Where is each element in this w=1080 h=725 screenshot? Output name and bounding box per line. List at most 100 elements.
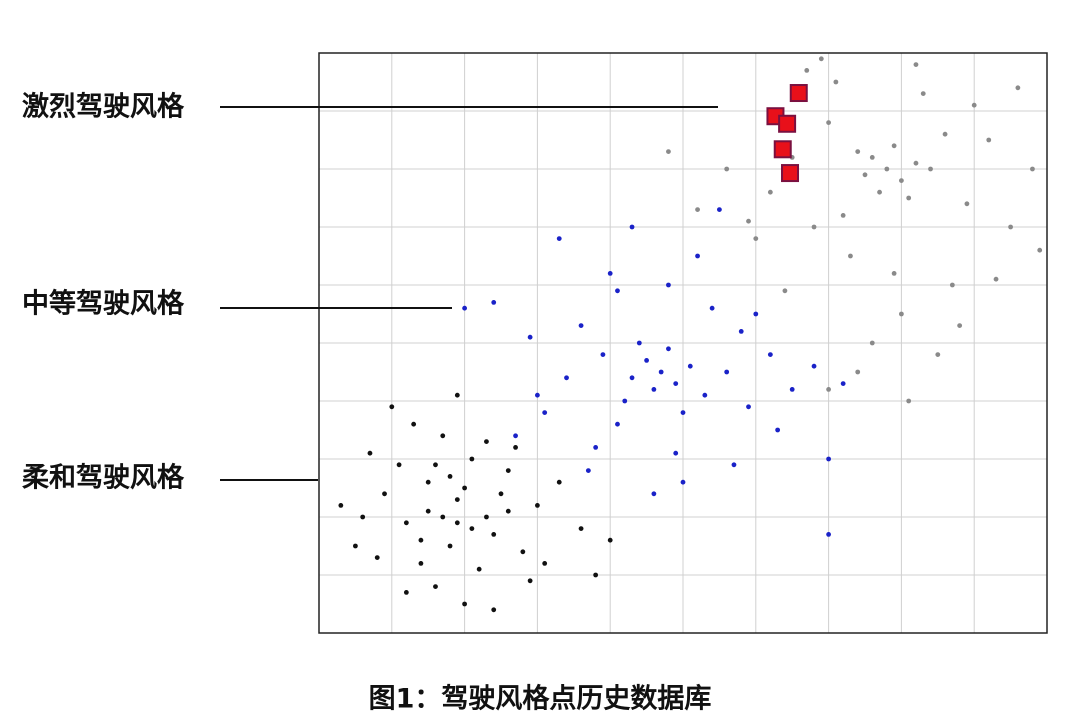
point	[884, 166, 890, 172]
point	[520, 549, 526, 555]
point	[673, 450, 679, 456]
square-marker	[781, 164, 800, 183]
square-marker	[789, 84, 808, 103]
point	[433, 462, 438, 468]
point	[527, 578, 533, 584]
point	[855, 369, 861, 375]
point	[811, 363, 817, 369]
point	[1037, 247, 1043, 253]
point	[855, 149, 861, 155]
point	[498, 491, 504, 497]
point	[484, 514, 489, 520]
point	[789, 387, 795, 392]
point	[403, 590, 409, 595]
point	[644, 358, 649, 363]
point	[869, 340, 875, 346]
point	[891, 271, 897, 276]
point	[746, 218, 751, 224]
point	[957, 323, 963, 328]
point	[840, 381, 846, 386]
point	[411, 421, 417, 427]
point	[731, 462, 737, 468]
point	[687, 363, 693, 369]
point	[709, 305, 715, 311]
point	[585, 468, 591, 473]
point	[848, 253, 853, 259]
point	[367, 450, 373, 456]
point	[622, 398, 628, 404]
point	[899, 311, 904, 317]
plot-frame	[318, 52, 1048, 634]
point	[629, 224, 635, 230]
point	[673, 381, 679, 386]
point	[753, 311, 759, 317]
point	[636, 340, 642, 346]
point	[542, 561, 548, 566]
point	[600, 352, 606, 357]
point	[724, 369, 730, 375]
point	[666, 282, 671, 288]
point	[964, 201, 970, 207]
point	[869, 155, 875, 160]
point	[767, 189, 773, 195]
point	[680, 479, 686, 485]
point	[724, 166, 730, 172]
point	[738, 329, 744, 334]
point	[651, 387, 657, 392]
point	[491, 300, 497, 305]
point	[767, 352, 773, 357]
point	[702, 392, 708, 398]
point	[666, 346, 671, 352]
square-marker	[773, 140, 792, 159]
point	[505, 508, 511, 514]
point	[695, 253, 700, 259]
annotation-label: 激烈驾驶风格	[22, 91, 185, 123]
annotation-label: 柔和驾驶风格	[22, 463, 185, 494]
point	[971, 102, 977, 108]
point	[491, 532, 497, 537]
point	[826, 532, 831, 537]
point	[993, 276, 999, 282]
point	[746, 404, 751, 410]
point	[811, 224, 817, 230]
point	[556, 236, 562, 242]
point	[564, 375, 569, 381]
point	[454, 392, 460, 398]
point	[818, 56, 824, 62]
point	[440, 514, 446, 520]
point	[360, 514, 366, 520]
point	[826, 456, 831, 462]
point	[454, 497, 460, 502]
point	[899, 178, 904, 184]
point	[986, 137, 992, 143]
point	[593, 445, 599, 450]
point	[535, 392, 540, 398]
point	[877, 189, 882, 195]
point	[695, 207, 700, 213]
point	[658, 369, 664, 375]
point	[513, 445, 518, 450]
point	[542, 410, 548, 415]
point	[1008, 224, 1013, 230]
point	[935, 352, 941, 357]
point	[607, 271, 613, 276]
point	[833, 79, 839, 85]
point	[462, 485, 467, 491]
point	[454, 520, 460, 526]
point	[840, 213, 846, 218]
point	[374, 555, 380, 560]
point	[535, 503, 540, 508]
point	[913, 160, 919, 166]
point	[513, 433, 518, 439]
point	[949, 282, 955, 288]
point	[1015, 85, 1021, 91]
point	[753, 236, 759, 242]
point	[906, 195, 912, 201]
point	[942, 131, 948, 137]
point	[891, 143, 897, 149]
caption: 图1：驾驶风格点历史数据库	[369, 684, 712, 715]
point	[469, 526, 475, 531]
point	[782, 288, 788, 294]
point	[440, 433, 446, 439]
point	[804, 68, 810, 73]
